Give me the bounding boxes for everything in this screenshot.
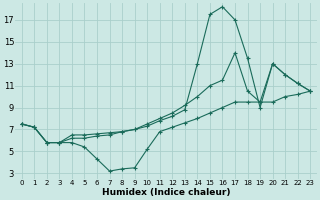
- X-axis label: Humidex (Indice chaleur): Humidex (Indice chaleur): [102, 188, 230, 197]
